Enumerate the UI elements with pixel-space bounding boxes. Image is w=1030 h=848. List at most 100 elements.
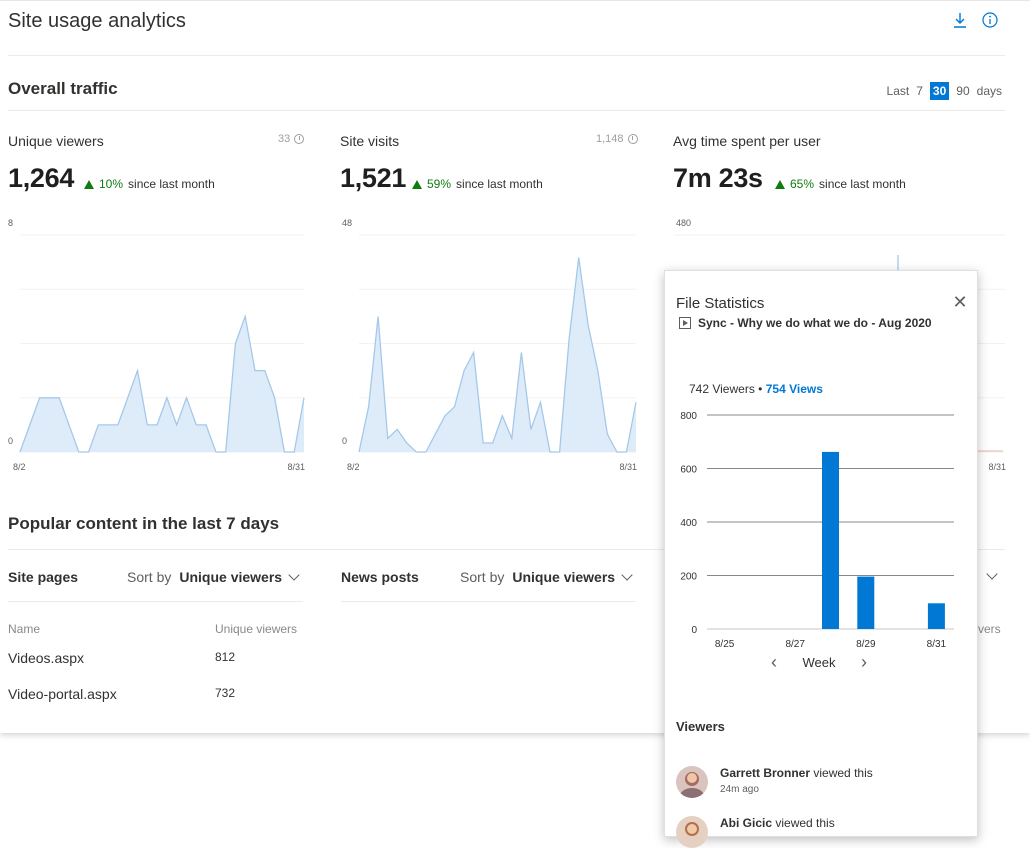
- x-tick-label: 8/25: [715, 639, 735, 650]
- unique-viewers-chart: 8 0 8/2 8/31: [8, 218, 305, 472]
- video-file-icon: [679, 317, 691, 329]
- unique-viewers-count-value: 33: [278, 133, 291, 145]
- viewer-name: Abi Gicic: [720, 816, 773, 830]
- viewer-item[interactable]: Abi Gicic viewed this: [676, 816, 835, 848]
- viewer-name: Garrett Bronner: [720, 766, 811, 780]
- chevron-down-icon[interactable]: [986, 568, 998, 580]
- viewer-item[interactable]: Garrett Bronner viewed this 24m ago: [676, 766, 873, 798]
- overall-traffic-heading: Overall traffic: [8, 79, 118, 98]
- x-tick-label: 8/31: [988, 462, 1006, 472]
- third-col-header-fragment: vers: [978, 622, 1001, 636]
- x-tick-label: 8/31: [287, 462, 305, 472]
- col-value-header: Unique viewers: [215, 622, 298, 636]
- chevron-right-icon[interactable]: ›: [861, 652, 867, 672]
- bar: [857, 576, 875, 629]
- x-tick-label: 8/2: [13, 462, 26, 472]
- clock-icon: [627, 134, 638, 144]
- views-count[interactable]: 754 Views: [765, 382, 823, 396]
- unique-viewers-value: 1,264: [8, 163, 75, 193]
- file-views-bar-chart: 800 600 400 200 0 8/25 8/27 8/29 8/31: [680, 411, 954, 650]
- close-icon[interactable]: ✕: [952, 292, 968, 312]
- table-row-value: 732: [215, 686, 236, 700]
- download-icon[interactable]: [950, 12, 970, 32]
- bar: [927, 603, 945, 629]
- news-posts-header: News posts Sort by Unique viewers: [341, 568, 633, 585]
- y-tick-label: 800: [680, 411, 697, 422]
- site-visits-delta: 59% since last month: [412, 177, 543, 191]
- y-tick-label: 0: [342, 436, 347, 446]
- up-triangle-icon: [84, 179, 94, 189]
- popular-divider: [8, 549, 1005, 550]
- site-visits-value: 1,521: [340, 163, 407, 193]
- viewer-stats: 742 Viewers • 754 Views: [689, 382, 823, 396]
- site-pages-header: Site pages Sort by Unique viewers: [8, 568, 300, 585]
- popup-title: File Statistics: [676, 295, 765, 312]
- site-pages-divider: [8, 601, 303, 602]
- series-line: [19, 313, 305, 453]
- unique-viewers-label: Unique viewers: [8, 133, 104, 149]
- x-tick-label: 8/27: [785, 639, 805, 650]
- popular-content-heading: Popular content in the last 7 days: [8, 514, 280, 533]
- range-label: Last: [886, 84, 910, 98]
- y-tick-label: 48: [342, 218, 352, 228]
- range-selector: Last 7 30 90 days: [887, 82, 1002, 100]
- series-line: [358, 257, 637, 453]
- clock-icon: [294, 134, 305, 144]
- up-triangle-icon: [412, 179, 422, 189]
- x-tick-label: 8/29: [856, 639, 876, 650]
- viewers-count: 742 Viewers: [689, 382, 755, 396]
- delta-percent: 65%: [790, 177, 815, 191]
- unique-viewers-delta: 10% since last month: [84, 177, 215, 191]
- delta-percent: 59%: [427, 177, 452, 191]
- range-suffix: days: [976, 84, 1002, 98]
- col-name-header: Name: [8, 622, 41, 636]
- viewer-action: viewed this: [813, 766, 873, 780]
- range-option-7[interactable]: 7: [916, 84, 923, 98]
- news-posts-label: News posts: [341, 569, 419, 585]
- file-name-row: Sync - Why we do what we do - Aug 2020: [679, 316, 932, 330]
- up-triangle-icon: [775, 179, 785, 189]
- range-option-30[interactable]: 30: [929, 82, 950, 100]
- table-row-value: 812: [215, 650, 236, 664]
- avg-time-value: 7m 23s: [673, 163, 763, 193]
- delta-percent: 10%: [99, 177, 124, 191]
- range-option-90[interactable]: 90: [956, 84, 970, 98]
- site-pages-sort-dropdown[interactable]: Unique viewers: [179, 569, 283, 585]
- site-visits-chart: 48 0 8/2 8/31: [342, 218, 637, 472]
- delta-since: since last month: [456, 177, 543, 191]
- x-tick-label: 8/31: [619, 462, 637, 472]
- sort-by-label: Sort by: [460, 569, 505, 585]
- y-tick-label: 480: [676, 218, 691, 228]
- y-tick-label: 600: [680, 465, 697, 476]
- viewer-time: 24m ago: [720, 784, 759, 795]
- avatar: [676, 766, 708, 798]
- delta-since: since last month: [128, 177, 215, 191]
- y-tick-label: 200: [680, 572, 697, 583]
- sort-by-label: Sort by: [127, 569, 172, 585]
- news-posts-divider: [341, 601, 636, 602]
- chevron-left-icon[interactable]: ‹: [771, 652, 777, 672]
- area-fill: [359, 257, 636, 452]
- chevron-down-icon[interactable]: [288, 568, 300, 581]
- bar: [822, 451, 839, 629]
- y-tick-label: 400: [680, 518, 697, 529]
- site-visits-label: Site visits: [340, 133, 400, 149]
- avatar: [676, 816, 708, 848]
- file-name: Sync - Why we do what we do - Aug 2020: [698, 316, 932, 330]
- news-posts-sort-dropdown[interactable]: Unique viewers: [512, 569, 616, 585]
- area-fill: [20, 316, 304, 452]
- table-row-name[interactable]: Video-portal.aspx: [8, 686, 117, 702]
- page-title: Site usage analytics: [8, 10, 186, 32]
- viewers-heading: Viewers: [676, 719, 725, 734]
- info-icon[interactable]: [980, 12, 1000, 32]
- viewer-action: viewed this: [775, 816, 835, 830]
- avg-time-label: Avg time spent per user: [673, 133, 821, 149]
- site-visits-count-value: 1,148: [596, 133, 624, 145]
- viewer-text: Abi Gicic viewed this: [720, 816, 835, 830]
- table-row-name[interactable]: Videos.aspx: [8, 650, 85, 666]
- viewer-text: Garrett Bronner viewed this: [720, 766, 873, 780]
- top-border: [0, 0, 1030, 1]
- chevron-down-icon[interactable]: [621, 568, 633, 581]
- y-tick-label: 0: [691, 625, 697, 636]
- header-divider: [8, 55, 1005, 56]
